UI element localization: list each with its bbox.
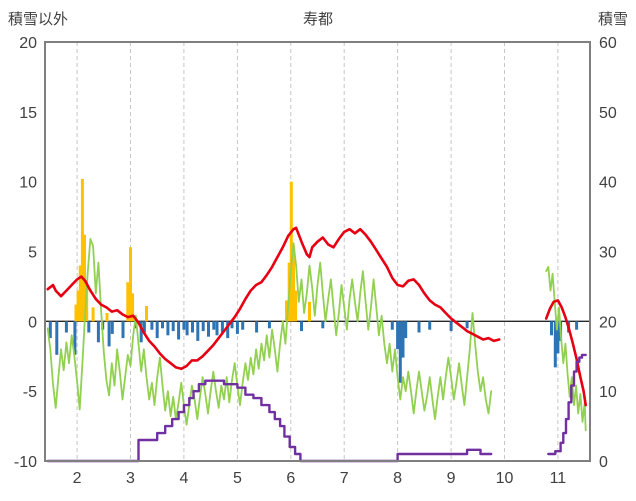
svg-text:-10: -10: [14, 454, 37, 471]
svg-text:4: 4: [179, 470, 188, 487]
svg-text:0: 0: [28, 314, 37, 331]
svg-text:10: 10: [599, 384, 617, 401]
chart-title: 寿都: [302, 11, 333, 28]
svg-text:3: 3: [126, 470, 135, 487]
svg-text:60: 60: [599, 35, 617, 52]
svg-text:5: 5: [233, 470, 242, 487]
svg-text:6: 6: [286, 470, 295, 487]
svg-text:20: 20: [19, 35, 37, 52]
orange-bars: [74, 178, 311, 322]
svg-text:0: 0: [599, 454, 608, 471]
svg-text:8: 8: [393, 470, 402, 487]
svg-text:7: 7: [340, 470, 349, 487]
snow-depth-line: [46, 353, 587, 463]
plot-border: [44, 41, 591, 462]
x-tick-labels: 2 3 4 5 6 7 8 9 10 11: [73, 470, 567, 487]
green-line: [46, 237, 587, 432]
svg-text:10: 10: [19, 175, 37, 192]
svg-text:-5: -5: [23, 384, 37, 401]
red-line: [46, 226, 588, 407]
svg-text:10: 10: [496, 470, 514, 487]
svg-text:9: 9: [447, 470, 456, 487]
y-left-tick-labels: 20 15 10 5 0 -5 -10: [14, 35, 37, 471]
svg-text:50: 50: [599, 105, 617, 122]
left-axis-title: 積雪以外: [8, 11, 69, 28]
svg-text:20: 20: [599, 314, 617, 331]
svg-text:11: 11: [550, 470, 567, 487]
blue-bars: [48, 321, 579, 383]
svg-text:5: 5: [28, 245, 37, 262]
svg-text:2: 2: [73, 470, 82, 487]
y-right-tick-labels: 60 50 40 30 20 10 0: [599, 35, 617, 471]
svg-text:30: 30: [599, 245, 617, 262]
svg-text:40: 40: [599, 175, 617, 192]
svg-text:15: 15: [19, 105, 37, 122]
right-axis-title: 積雪: [597, 11, 628, 28]
